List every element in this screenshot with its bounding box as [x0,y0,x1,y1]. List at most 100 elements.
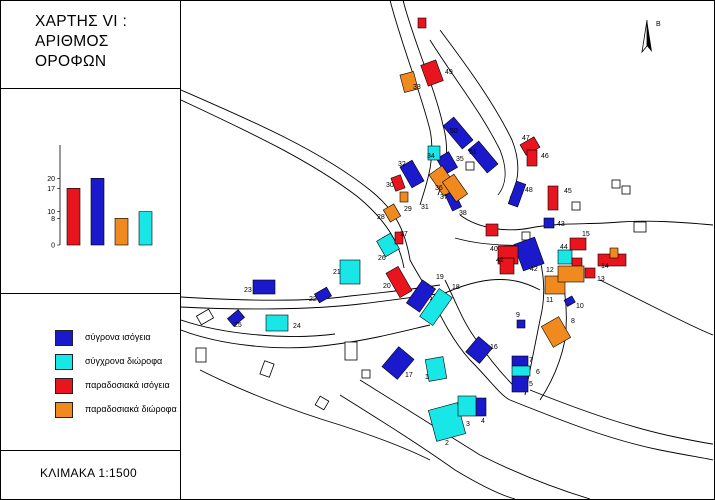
building-10 [563,295,576,307]
building-number: 29 [404,206,412,213]
building-outline [521,231,531,241]
building-number: 16 [490,344,498,351]
building-outline [259,360,275,378]
building-28 [382,203,402,223]
street-edge [199,369,431,461]
panel-divider [0,88,180,89]
building-44 [557,249,573,265]
building-outline [195,347,207,363]
modern-ground-buildings [227,116,576,417]
building-21 [339,259,361,285]
building-51 [467,140,499,174]
legend: σύγρονα ισόγεια σύγχρονα διώροφα παραδοσ… [55,330,185,426]
building-number: 35 [456,156,464,163]
floors-bar-chart: 0 810 17 20 [47,145,153,250]
legend-label: παραδοσιακά διώροφα [85,404,177,414]
building-outline [571,201,581,211]
street-edge [389,0,433,206]
chart-bar [138,211,153,246]
building-19 [405,279,437,313]
chart-bar [114,218,129,246]
building-number: 4 [481,418,485,425]
building-number: 12 [546,267,554,274]
building-number: 47 [522,135,530,142]
title-line: ΑΡΙΘΜΟΣ [35,33,109,50]
building-25 [227,309,245,327]
building-16 [465,336,493,364]
building-number: 38 [459,210,467,217]
building-number: 32 [398,161,406,168]
building-1 [424,356,448,382]
building-top [417,17,427,29]
legend-swatch [55,330,73,346]
building-number: 23 [244,287,252,294]
street-edge [439,29,519,199]
building-43 [543,217,555,229]
building-45 [547,185,559,211]
building-2 [428,402,466,442]
traditional-ground-buildings [385,17,627,299]
building-18 [419,288,453,326]
building-9 [516,319,526,329]
building-number: 37 [440,194,448,201]
street-edge [409,259,511,401]
building-number: 46 [541,153,549,160]
building-3 [457,395,477,417]
building-number: 26 [378,255,386,262]
chart-bar [90,178,105,246]
building-number: 9 [516,312,520,319]
building-7 [511,355,529,367]
title-line: ΟΡΟΦΩΝ [35,53,107,70]
building-14-small [609,247,619,259]
building-number: 31 [421,204,429,211]
building-outline [621,185,631,195]
legend-item: σύγρονα ισόγεια [55,330,185,354]
building-48 [507,180,527,208]
building-46 [526,149,538,167]
modern-two-storey-buildings [265,145,573,442]
building-number: 44 [560,244,568,251]
street-edge [359,379,591,499]
building-37 [441,173,469,203]
building-15 [569,237,587,251]
building-number-labels: 1 2 3 4 5 6 7 8 9 10 11 12 13 14 15 16 1… [234,69,609,447]
north-arrow-light-half [641,19,648,54]
building-number: 48 [525,187,533,194]
building-number: 18 [452,284,460,291]
building-outline [314,395,330,411]
legend-label: σύγχρονα διώροφα [85,356,163,366]
building-number: 15 [582,231,590,238]
panel-divider [0,293,180,294]
building-number: 51 [469,149,477,156]
scale-label: ΚΛΙΜΑΚΑ 1:1500 [40,466,137,480]
building-8 [540,316,572,348]
building-number: 20 [383,283,391,290]
building-number: 21 [333,269,341,276]
building-number: 28 [377,214,385,221]
building-number: 41 [496,257,504,264]
building-40-small [485,223,499,237]
street-edge [599,279,714,336]
legend-swatch [55,402,73,418]
building-number: 45 [564,188,572,195]
building-number: 25 [234,322,242,329]
building-22 [314,286,332,304]
building-number: 2 [445,440,449,447]
chart-y-tick-label: 10 [47,209,55,216]
map-title: ΧΑΡΤΗΣ VI : ΑΡΙΘΜΟΣ ΟΡΟΦΩΝ [35,12,127,72]
street-edge [181,284,441,301]
building-number: 11 [546,297,553,304]
building-number: 22 [309,296,317,303]
building-outline [195,308,215,326]
building-outline [611,179,621,189]
building-number: 13 [597,276,605,283]
building-33 [399,71,419,93]
building-49 [420,59,444,87]
building-number: 27 [400,231,408,238]
village-map: 1 2 3 4 5 6 7 8 9 10 11 12 13 14 15 16 1… [181,0,714,499]
building-4 [475,397,487,417]
building-27 [394,231,404,245]
north-arrow-dark-half [647,20,652,52]
building-50 [442,116,474,150]
